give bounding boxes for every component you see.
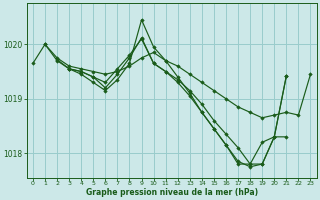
X-axis label: Graphe pression niveau de la mer (hPa): Graphe pression niveau de la mer (hPa) bbox=[86, 188, 258, 197]
